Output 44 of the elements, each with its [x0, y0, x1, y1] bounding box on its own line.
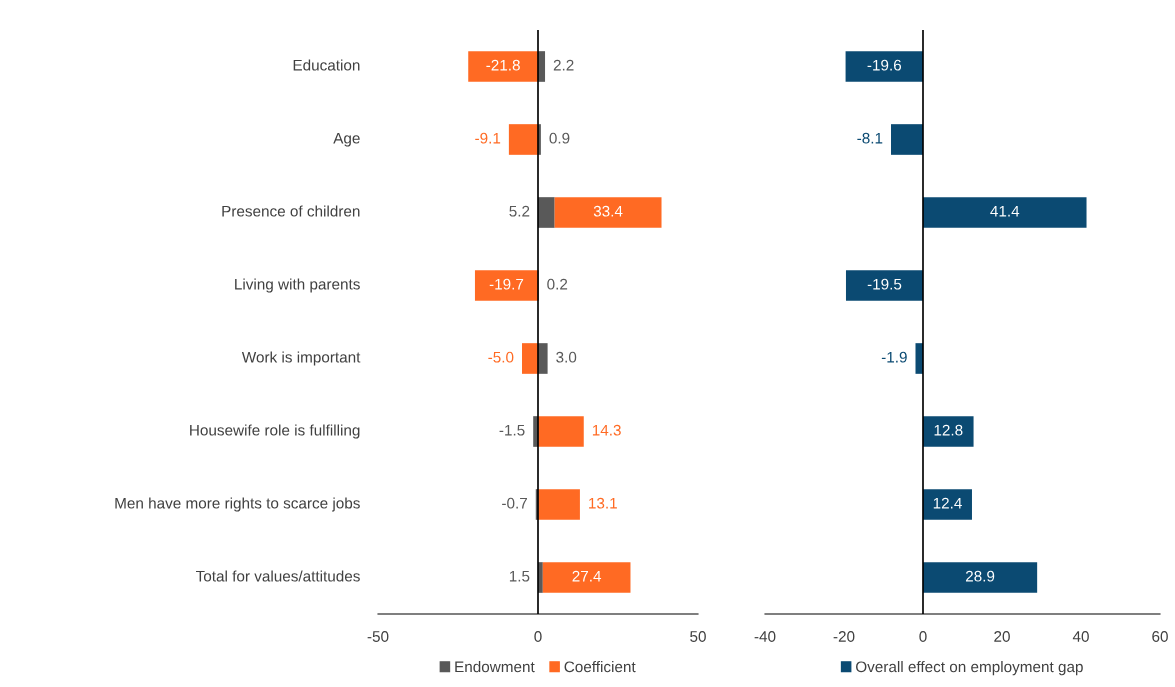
y-tick-label: Education	[293, 59, 360, 71]
data-label: 2.2	[553, 59, 574, 71]
data-label: 1.5	[509, 570, 530, 582]
x-tick-label: 0	[919, 631, 927, 642]
legend-label: Coefficient	[564, 660, 636, 673]
data-label: -21.8	[486, 59, 520, 71]
y-tick-label: Total for values/attitudes	[196, 570, 360, 582]
data-label: -19.6	[867, 59, 902, 71]
x-tick-label: 40	[1072, 631, 1089, 642]
y-tick-label: Men have more rights to scarce jobs	[115, 497, 360, 512]
data-label: -19.7	[489, 278, 524, 290]
x-tick-label: 60	[1152, 631, 1168, 642]
data-label: 0.9	[549, 132, 570, 144]
x-tick-label: 0	[534, 631, 542, 642]
y-tick-label: Housewife role is fulfilling	[190, 424, 360, 439]
x-tick-label: -20	[833, 631, 855, 642]
x-tick-label: 20	[994, 631, 1010, 642]
data-label: 27.4	[572, 570, 602, 582]
data-label: -19.5	[867, 278, 902, 290]
x-tick-label: -50	[367, 631, 389, 642]
data-label: -5.0	[488, 351, 514, 363]
y-tick-label: Living with parents	[235, 278, 360, 293]
data-label: -9.1	[475, 132, 501, 144]
data-label: 3.0	[556, 351, 577, 363]
legend-label: Endowment	[455, 660, 535, 673]
x-tick-label: 50	[690, 631, 706, 642]
data-label: -1.9	[881, 351, 907, 363]
data-label: 13.1	[589, 497, 617, 509]
data-label: 0.2	[547, 278, 568, 290]
data-label: 12.8	[934, 424, 963, 436]
data-label: -8.1	[857, 132, 883, 144]
x-tick-label: -40	[754, 631, 776, 642]
data-label: 33.4	[593, 205, 623, 217]
data-label: 28.9	[965, 570, 995, 582]
y-tick-label: Work is important	[241, 351, 361, 366]
data-label: 41.4	[990, 205, 1020, 217]
data-label: -1.5	[499, 424, 525, 436]
data-label: -0.7	[502, 497, 527, 509]
legend-label: Overall effect on employment gap	[856, 660, 1083, 676]
y-tick-label: Presence of children	[222, 205, 360, 217]
y-tick-label: Age	[333, 132, 360, 147]
data-label: 12.4	[933, 497, 962, 509]
data-label: 14.3	[592, 424, 621, 436]
data-label: 5.2	[509, 205, 530, 217]
